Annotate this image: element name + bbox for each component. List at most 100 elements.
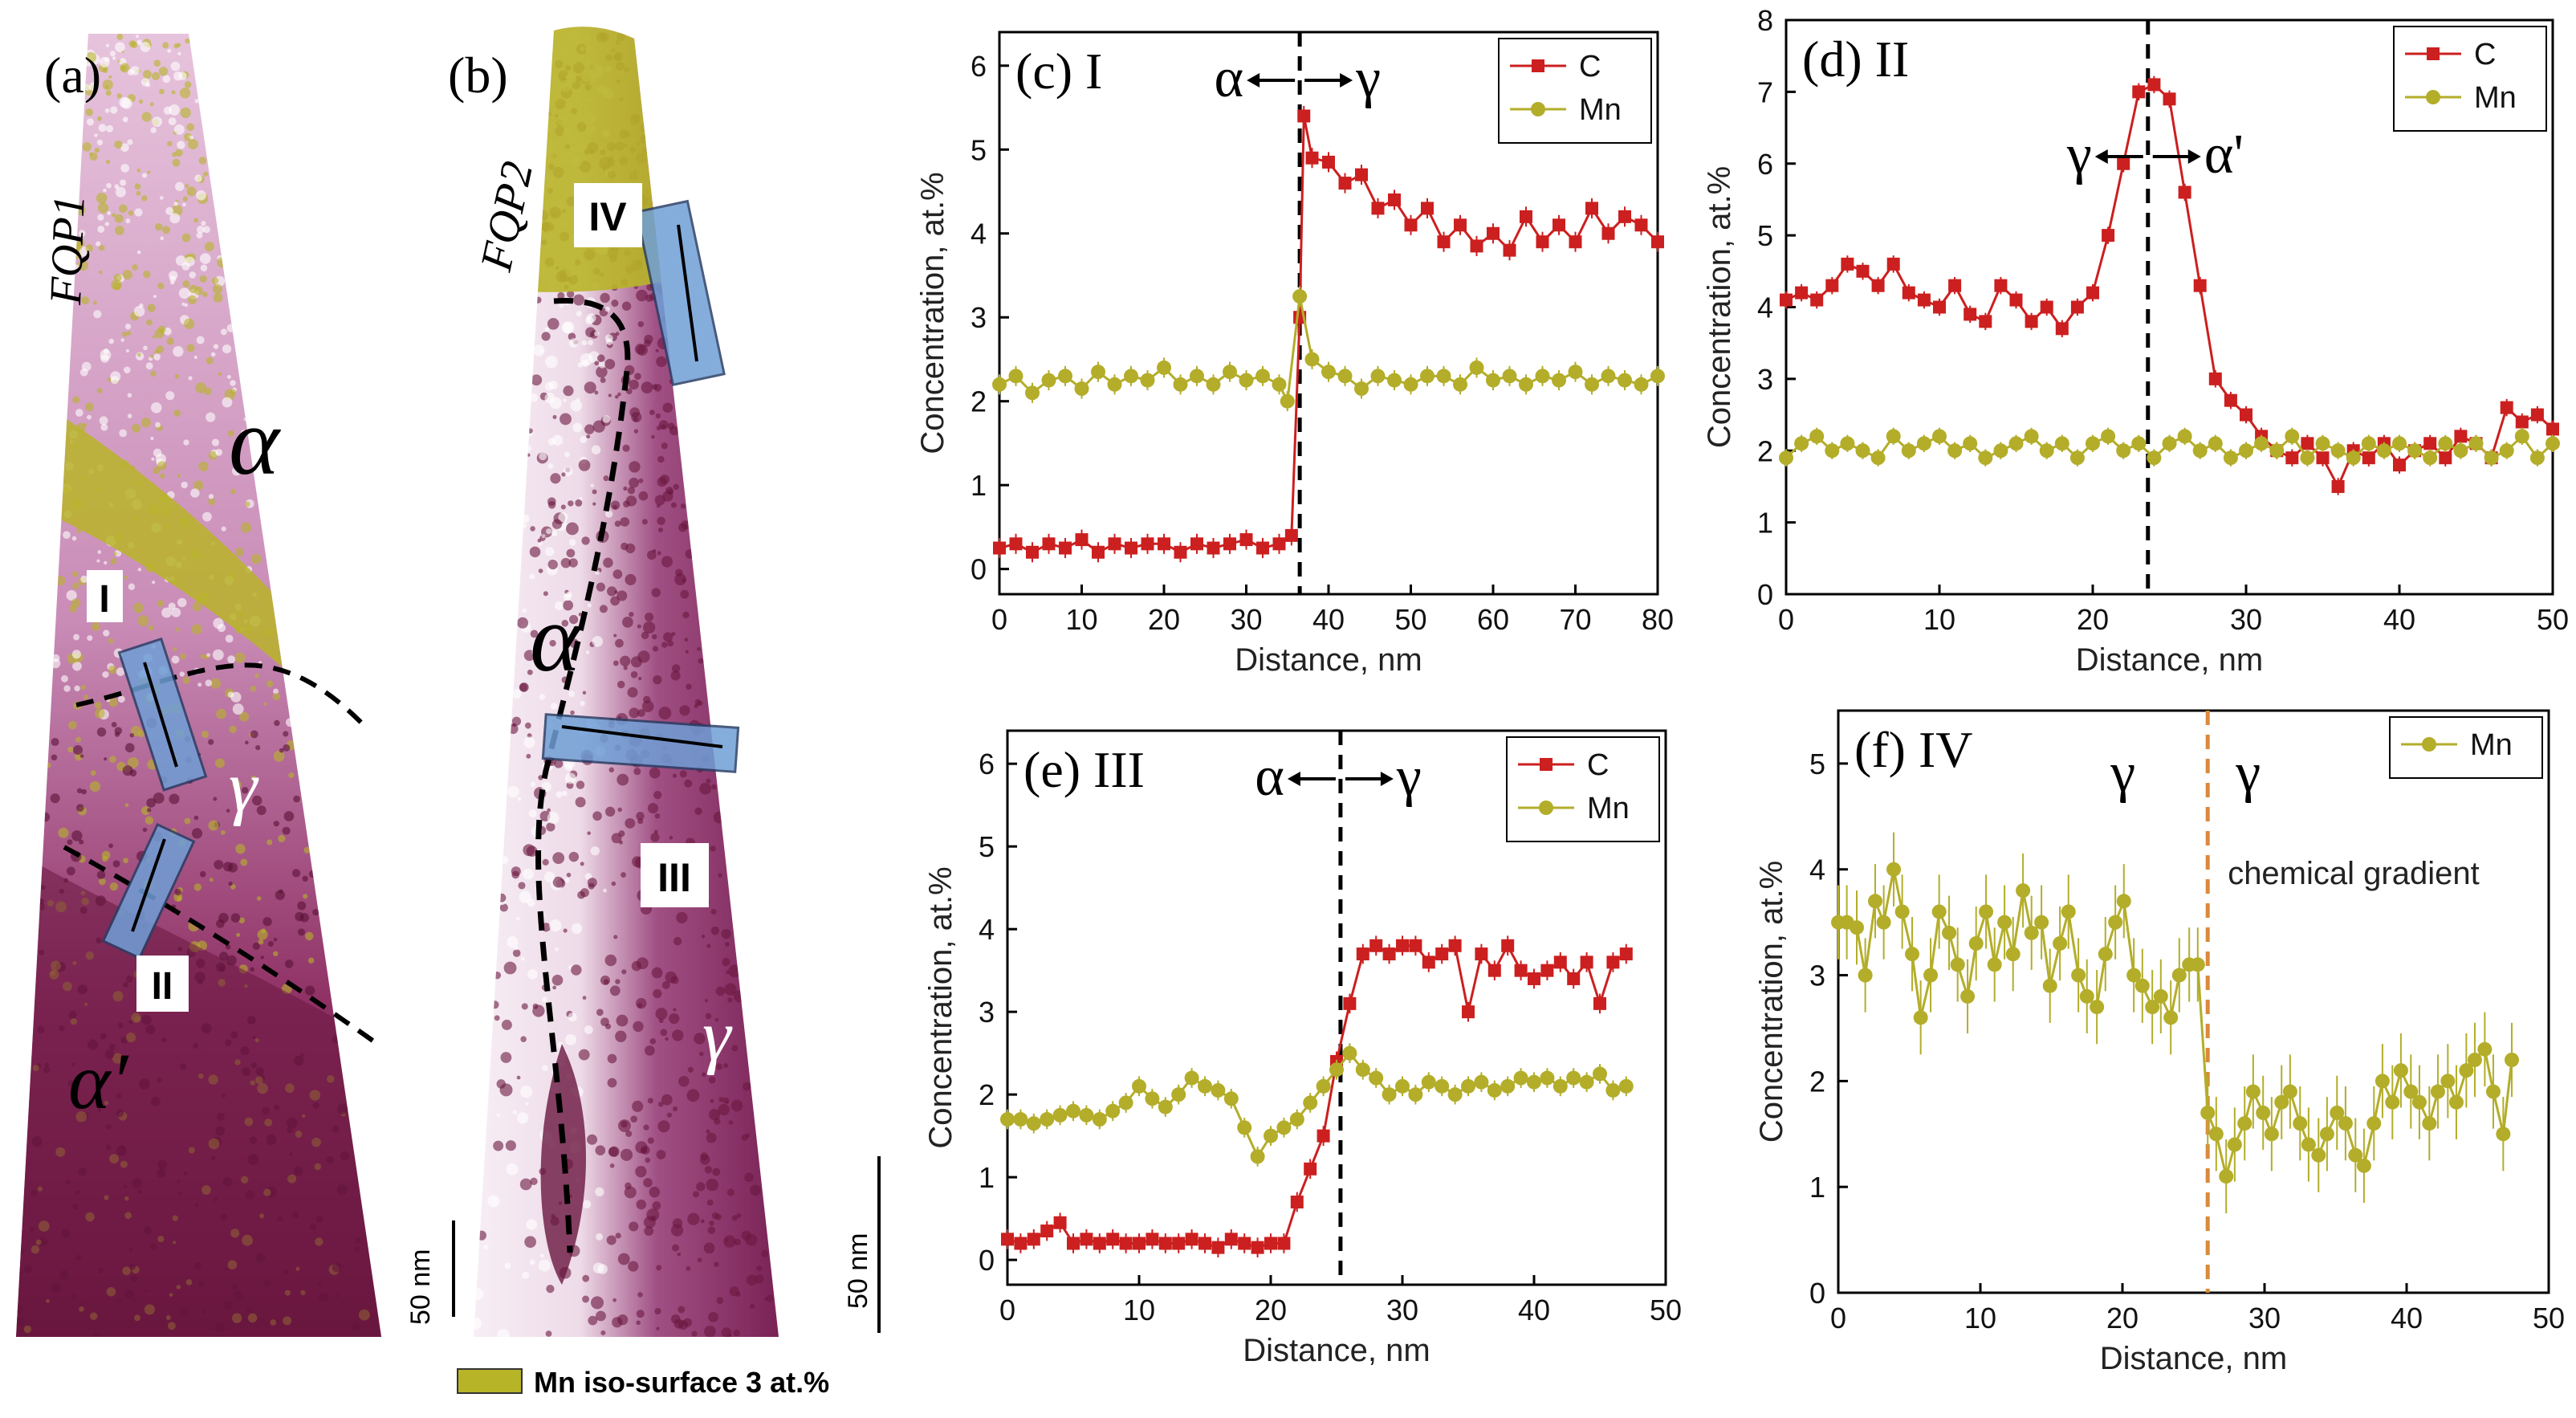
data-point (1395, 1078, 1410, 1094)
data-point (2448, 1094, 2464, 1110)
data-point (1487, 964, 1501, 977)
data-point (1239, 373, 1254, 388)
data-point (1304, 352, 1320, 367)
arrow-head (1380, 772, 1394, 786)
data-point (1125, 541, 1137, 555)
data-point (1158, 537, 1170, 551)
data-point (1487, 1082, 1502, 1098)
data-point (1106, 1233, 1120, 1246)
data-point (1871, 279, 1885, 292)
series-mn (1000, 1043, 1634, 1167)
data-point (2042, 978, 2057, 993)
data-point (2039, 443, 2054, 458)
data-point (2208, 372, 2222, 385)
legend-label: Mn (1579, 93, 1622, 127)
y-tick-label: 6 (971, 50, 987, 83)
data-point (2515, 415, 2529, 429)
legend: C Mn (1506, 736, 1660, 842)
data-point (1519, 377, 1533, 392)
data-point (1141, 537, 1154, 551)
data-point (1968, 936, 1984, 951)
data-point (2040, 300, 2053, 314)
data-point (1825, 443, 1840, 458)
data-point (1009, 537, 1023, 551)
data-point (1932, 429, 1947, 444)
data-point (2300, 450, 2315, 466)
x-tick-label: 40 (1518, 1294, 1550, 1326)
y-tick-label: 1 (1809, 1171, 1825, 1204)
plot-frame (1837, 709, 2550, 1294)
series-c (993, 105, 1664, 563)
data-point (1223, 1091, 1239, 1106)
data-point (2254, 436, 2269, 451)
data-point (1146, 1233, 1159, 1246)
y-tick-label: 5 (1809, 748, 1825, 780)
data-point (1987, 957, 2002, 972)
interface-boundary (535, 297, 631, 1253)
y-tick-label: 2 (1809, 1065, 1825, 1098)
data-point (1356, 947, 1369, 961)
data-point (1979, 904, 1994, 919)
data-point (2331, 479, 2345, 493)
data-point (1107, 377, 1122, 392)
legend-label: Mn (2474, 81, 2517, 115)
legend-marker (1540, 758, 1553, 771)
data-point (1174, 545, 1187, 559)
data-point (1026, 1116, 1041, 1131)
data-point (1947, 443, 1963, 458)
data-point (2224, 393, 2237, 407)
data-point (2079, 988, 2094, 1004)
data-point (1369, 1070, 1384, 1086)
x-tick-label: 0 (1778, 603, 1794, 636)
data-point (1447, 1087, 1463, 1102)
data-point (2071, 968, 2086, 983)
data-point (1080, 1233, 1093, 1246)
data-point (1171, 1087, 1186, 1102)
data-point (2256, 1105, 2271, 1120)
data-point (1779, 450, 1793, 466)
data-point (1198, 1078, 1212, 1094)
data-point (2162, 436, 2177, 451)
panel-label: (f) IV (1854, 721, 1972, 778)
phase-left: γ (2066, 124, 2092, 185)
plot-frame (1006, 729, 1667, 1286)
data-point (1886, 862, 1902, 877)
data-point (2116, 894, 2131, 909)
data-point (1868, 894, 1883, 909)
data-point (1132, 1078, 1146, 1094)
data-point (1027, 1233, 1040, 1246)
legend-marker (1532, 59, 1544, 72)
data-point (1074, 381, 1089, 397)
panel-label: (e) III (1023, 741, 1145, 798)
x-tick-label: 60 (1477, 603, 1509, 636)
data-point (1256, 541, 1269, 555)
data-point (1474, 1074, 1489, 1090)
legend-label: Mn (1587, 792, 1630, 825)
data-point (1250, 1149, 1265, 1164)
data-point (2393, 458, 2406, 472)
y-tick-label: 0 (1809, 1277, 1825, 1310)
data-point (2245, 1084, 2261, 1099)
data-point (2407, 443, 2423, 458)
roi-label-box (641, 843, 709, 907)
data-point (2375, 1074, 2390, 1089)
phase-label: γ (702, 996, 733, 1076)
data-point (1067, 1237, 1080, 1250)
data-point (2008, 436, 2024, 451)
data-point (2440, 1074, 2456, 1089)
data-point (1316, 1129, 1330, 1143)
data-point (1052, 1107, 1068, 1123)
data-point (1185, 1233, 1198, 1246)
x-tick-label: 30 (1230, 603, 1262, 636)
data-point (1251, 1241, 1264, 1254)
arrow-head (1247, 73, 1260, 88)
data-point (1322, 155, 1335, 169)
x-tick-label: 20 (2106, 1302, 2139, 1334)
interface-boundary (63, 845, 379, 1046)
y-tick-label: 4 (1757, 291, 1773, 324)
data-point (1552, 373, 1566, 388)
data-point (1634, 218, 1648, 232)
data-point (1894, 904, 1910, 919)
legend: C Mn (2393, 26, 2547, 132)
